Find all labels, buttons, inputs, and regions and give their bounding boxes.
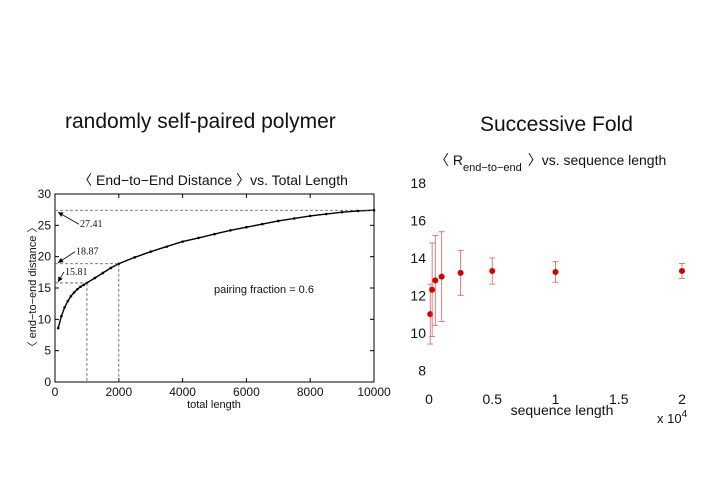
left-data-point [372, 208, 376, 212]
left-data-point [340, 210, 344, 214]
left-series-line [57, 209, 375, 329]
left-data-point [261, 222, 264, 226]
left-data-point [79, 285, 82, 289]
left-y-tick-label: 15 [38, 281, 52, 295]
left-data-point [63, 306, 66, 309]
right-heading: Successive Fold [480, 113, 633, 136]
left-y-tick-label: 10 [38, 312, 52, 326]
right-x-tick-label: 0.5 [483, 391, 503, 407]
right-y-tick-label: 10 [410, 325, 426, 341]
right-y-tick-label: 16 [410, 212, 426, 228]
left-data-point [165, 245, 168, 248]
left-data-point [56, 326, 60, 330]
right-x-tick-label: 1 [552, 391, 560, 407]
left-x-tick-label: 2000 [105, 385, 132, 399]
right-x-tick-label: 0 [425, 391, 433, 407]
right-x-multiplier: x 104 [657, 409, 688, 426]
left-x-tick-label: 6000 [233, 385, 260, 399]
right-y-tick-label: 14 [410, 250, 426, 266]
right-data-point [489, 268, 496, 275]
left-y-tick-label: 5 [44, 344, 51, 358]
left-data-point [93, 276, 97, 280]
right-chart-title: 〈 Rend−to−end 〉vs. sequence length [435, 152, 666, 174]
right-y-tick-label: 18 [410, 175, 426, 191]
left-data-point [69, 294, 73, 298]
left-data-point [181, 240, 184, 243]
right-data-point [432, 277, 439, 284]
left-data-point [229, 229, 232, 232]
left-x-tick-label: 10000 [357, 385, 391, 399]
left-data-point [76, 287, 79, 291]
left-data-point [324, 212, 328, 216]
right-title-main: 〈 R [435, 152, 463, 168]
pairing-fraction-annotation: pairing fraction = 0.6 [214, 284, 314, 296]
right-x-axis-label: sequence length [511, 402, 614, 418]
left-data-point [213, 232, 216, 236]
left-y-axis-label: 〈 end−to−end distance 〉 [26, 222, 39, 353]
right-x-tick-label: 2 [678, 391, 686, 407]
right-title-suffix: 〉vs. sequence length [528, 152, 667, 168]
left-y-tick-label: 20 [38, 250, 52, 264]
left-annotation-arrowhead [58, 276, 63, 282]
left-x-axis-label: total length [187, 399, 241, 411]
right-data-point [552, 268, 559, 275]
left-annotation-arrowhead [58, 257, 64, 263]
right-y-tick-label: 12 [410, 287, 426, 303]
left-data-point [277, 219, 280, 223]
right-x-tick-label: 1.5 [609, 391, 629, 407]
left-data-point [109, 266, 113, 270]
left-data-point [66, 299, 70, 303]
left-y-tick-label: 30 [38, 187, 52, 201]
left-x-tick-label: 4000 [169, 385, 196, 399]
right-x-multiplier-exponent: 4 [682, 409, 688, 420]
right-x-multiplier-base: x 10 [657, 411, 682, 426]
left-x-tick-label: 8000 [297, 385, 324, 399]
left-data-point [292, 217, 296, 220]
left-annotation-arrowhead [58, 212, 64, 217]
right-data-point [679, 268, 685, 275]
left-value-annotation: 15.81 [65, 267, 88, 278]
left-heading: randomly self-paired polymer [65, 110, 336, 133]
left-value-annotation: 27.41 [80, 219, 103, 230]
left-data-point [245, 225, 248, 229]
left-y-tick-label: 25 [38, 218, 52, 232]
left-data-point [197, 236, 200, 240]
left-data-point [82, 283, 86, 287]
left-data-point [60, 314, 63, 318]
right-y-tick-label: 8 [418, 362, 426, 378]
right-title-subscript: end−to−end [463, 162, 522, 174]
left-data-point [308, 214, 312, 218]
left-y-tick-label: 0 [44, 375, 51, 389]
left-data-point [101, 271, 105, 275]
left-value-annotation: 18.87 [76, 247, 99, 258]
right-data-point [429, 286, 436, 293]
left-data-point [133, 255, 137, 259]
left-data-point [149, 250, 152, 253]
left-data-point [72, 291, 76, 294]
right-data-point [438, 273, 445, 280]
left-x-tick-label: 0 [52, 385, 59, 399]
right-data-point [457, 269, 464, 276]
left-chart-title: 〈 End−to−End Distance 〉vs. Total Length [78, 172, 348, 188]
